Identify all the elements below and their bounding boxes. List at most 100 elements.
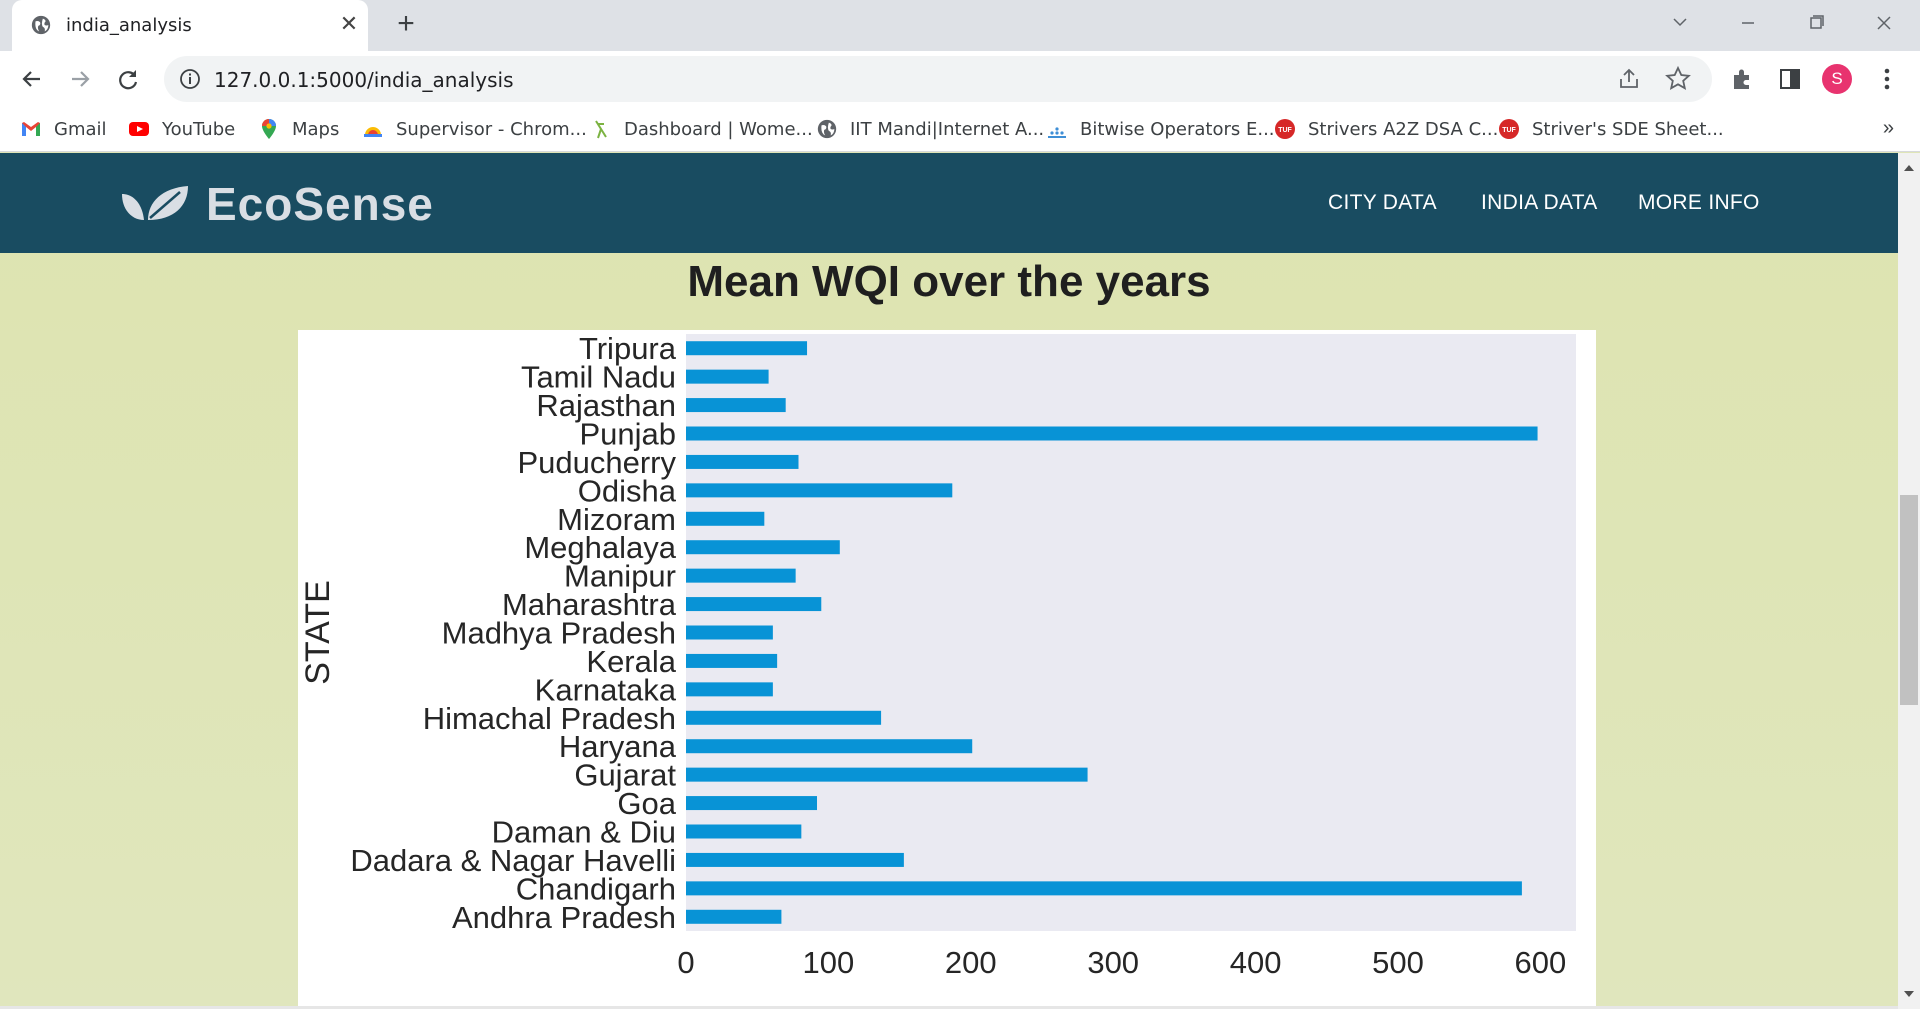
x-tick-label: 100 xyxy=(803,945,855,980)
bar xyxy=(686,483,953,498)
bookmark-star-icon[interactable] xyxy=(1664,65,1692,93)
tuf-icon: TUF xyxy=(1499,119,1519,139)
bookmark-dashboard[interactable]: Dashboard | Wome... xyxy=(590,115,813,143)
x-tick-label: 600 xyxy=(1515,945,1567,980)
bookmark-strivers-a2z[interactable]: TUF Strivers A2Z DSA C... xyxy=(1274,115,1498,143)
plot-area xyxy=(686,334,1576,931)
page-viewport: EcoSense CITY DATA INDIA DATA MORE INFO … xyxy=(0,153,1898,1009)
y-tick-label: Manipur xyxy=(564,559,676,594)
y-tick-label: Karnataka xyxy=(535,672,677,707)
nav-more-info[interactable]: MORE INFO xyxy=(1638,191,1760,214)
bookmark-iit-mandi[interactable]: IIT Mandi|Internet A... xyxy=(816,115,1044,143)
tab-strip: india_analysis ✕ + xyxy=(0,0,1920,51)
bottom-edge xyxy=(0,1006,1898,1009)
restore-icon[interactable] xyxy=(1796,8,1836,38)
y-tick-label: Kerala xyxy=(586,644,676,679)
bookmark-label: Maps xyxy=(292,118,340,140)
tab-title: india_analysis xyxy=(66,15,192,36)
bookmark-youtube[interactable]: YouTube xyxy=(128,115,235,143)
forward-icon[interactable] xyxy=(64,63,96,95)
vertical-scrollbar[interactable] xyxy=(1898,153,1920,1009)
site-navbar: EcoSense CITY DATA INDIA DATA MORE INFO xyxy=(0,153,1898,253)
x-tick-label: 300 xyxy=(1087,945,1139,980)
y-tick-label: Rajasthan xyxy=(536,388,676,423)
bookmark-maps[interactable]: Maps xyxy=(258,115,339,143)
profile-avatar[interactable]: S xyxy=(1822,64,1852,94)
y-tick-label: Andhra Pradesh xyxy=(452,900,676,935)
x-tick-label: 0 xyxy=(677,945,694,980)
bookmark-label: IIT Mandi|Internet A... xyxy=(850,118,1045,140)
bar xyxy=(686,767,1088,782)
y-tick-label: Gujarat xyxy=(574,758,676,793)
y-tick-label: Maharashtra xyxy=(502,587,677,622)
close-window-icon[interactable] xyxy=(1864,8,1904,38)
y-tick-label: Odisha xyxy=(578,473,677,508)
page-title: Mean WQI over the years xyxy=(687,257,1211,306)
supervisor-icon xyxy=(364,127,382,137)
y-tick-label: Mizoram xyxy=(557,502,676,537)
x-tick-label: 200 xyxy=(945,945,997,980)
bar xyxy=(686,568,796,583)
x-tick-label: 500 xyxy=(1372,945,1424,980)
bookmark-supervisor[interactable]: Supervisor - Chrom... xyxy=(362,115,587,143)
maps-icon xyxy=(262,119,276,139)
nav-city-data[interactable]: CITY DATA xyxy=(1328,191,1437,214)
bar xyxy=(686,824,802,839)
bookmark-label: Striver's SDE Sheet... xyxy=(1532,118,1724,140)
site-info-icon[interactable] xyxy=(178,67,202,91)
side-panel-icon[interactable] xyxy=(1776,65,1804,93)
bookmark-label: YouTube xyxy=(162,118,236,140)
more-bookmarks-button[interactable]: » xyxy=(1882,117,1894,139)
bookmark-label: Gmail xyxy=(54,118,107,140)
active-tab[interactable]: india_analysis ✕ xyxy=(12,0,368,51)
bookmark-label: Dashboard | Wome... xyxy=(624,118,813,140)
new-tab-button[interactable]: + xyxy=(397,7,415,40)
y-tick-label: Haryana xyxy=(559,729,677,764)
bar xyxy=(686,852,904,867)
y-tick-label: Goa xyxy=(617,786,676,821)
bar xyxy=(686,625,773,640)
y-tick-label: Daman & Diu xyxy=(492,815,676,850)
bookmark-striver-sde[interactable]: TUF Striver's SDE Sheet... xyxy=(1498,115,1724,143)
y-tick-label: Chandigarh xyxy=(516,871,676,906)
extensions-icon[interactable] xyxy=(1728,65,1756,93)
minimize-icon[interactable] xyxy=(1728,8,1768,38)
tab-search-icon[interactable] xyxy=(1660,8,1700,38)
address-bar[interactable]: 127.0.0.1:5000/india_analysis xyxy=(164,56,1712,102)
menu-icon[interactable] xyxy=(1880,64,1894,94)
bookmark-label: Strivers A2Z DSA C... xyxy=(1308,118,1499,140)
bar xyxy=(686,540,840,555)
bar xyxy=(686,369,769,384)
bookmark-label: Bitwise Operators E... xyxy=(1080,118,1275,140)
globe-icon xyxy=(31,15,51,35)
nav-india-data[interactable]: INDIA DATA xyxy=(1481,191,1598,214)
bar xyxy=(686,653,778,668)
y-tick-label: Tripura xyxy=(579,331,677,366)
browser-toolbar: 127.0.0.1:5000/india_analysis S xyxy=(0,51,1920,107)
y-tick-label: Himachal Pradesh xyxy=(423,701,676,736)
bar xyxy=(686,426,1538,441)
back-icon[interactable] xyxy=(16,63,48,95)
x-tick-label: 400 xyxy=(1230,945,1282,980)
share-icon[interactable] xyxy=(1616,66,1642,92)
bookmark-bitwise[interactable]: Bitwise Operators E... xyxy=(1046,115,1275,143)
tuf-badge-text: TUF xyxy=(1502,127,1516,134)
bookmark-label: Supervisor - Chrom... xyxy=(396,118,587,140)
y-tick-label: Dadara & Nagar Havelli xyxy=(350,843,676,878)
bar xyxy=(686,739,973,754)
url-text[interactable]: 127.0.0.1:5000/india_analysis xyxy=(214,68,514,92)
scroll-up-icon[interactable] xyxy=(1903,163,1915,173)
close-tab-icon[interactable]: ✕ xyxy=(339,11,359,36)
bookmark-gmail[interactable]: Gmail xyxy=(20,115,107,143)
dashboard-icon xyxy=(595,120,607,139)
bar xyxy=(686,909,782,924)
scroll-down-icon[interactable] xyxy=(1903,989,1915,999)
wqi-chart-card: Tripura Tamil Nadu Rajasthan Punjab Puducher… xyxy=(298,330,1596,1009)
site-logo[interactable]: EcoSense xyxy=(120,178,434,230)
brand-name: EcoSense xyxy=(206,178,434,230)
bookmarks-bar: Gmail YouTube Maps Supervisor - Chrom...… xyxy=(0,107,1920,152)
reload-icon[interactable] xyxy=(112,63,144,95)
y-tick-label: Tamil Nadu xyxy=(521,360,676,395)
scroll-thumb[interactable] xyxy=(1900,495,1918,705)
bar xyxy=(686,341,808,356)
